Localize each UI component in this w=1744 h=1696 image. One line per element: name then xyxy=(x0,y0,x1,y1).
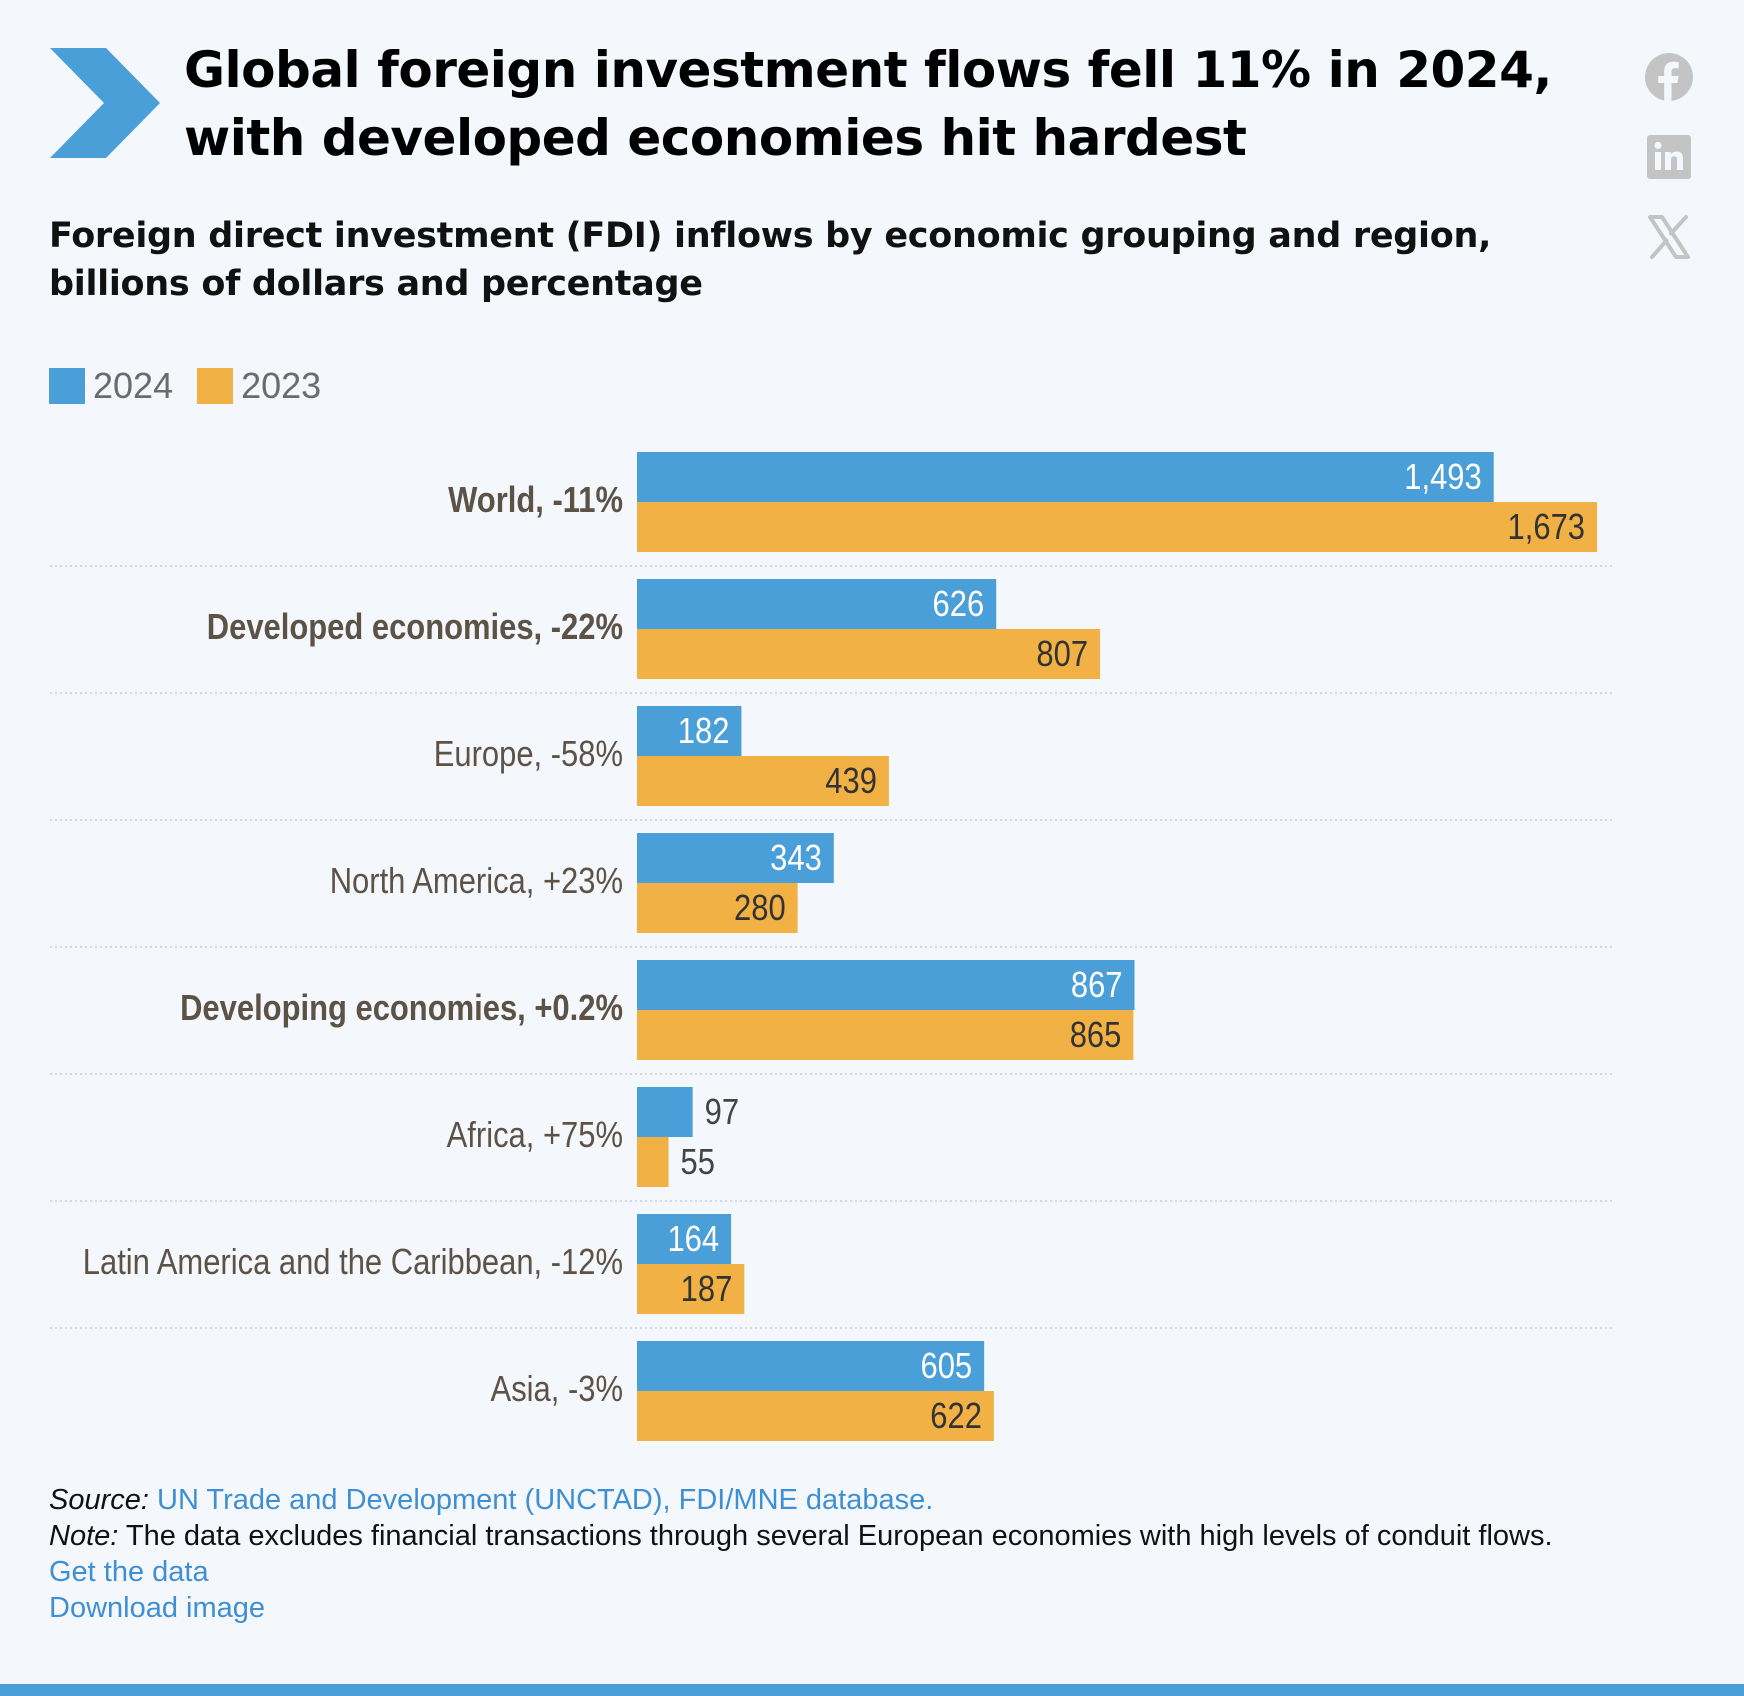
value-label-2024: 1,493 xyxy=(1404,458,1481,498)
bar-2023 xyxy=(637,1264,745,1314)
value-label-2024: 343 xyxy=(770,839,822,879)
bottom-accent-bar xyxy=(0,1684,1744,1696)
fdi-bar-chart: World, -11% 1,493 1,673 Developed economies… xyxy=(50,452,1612,1441)
value-label-2023: 187 xyxy=(681,1270,733,1310)
value-label-2023: 55 xyxy=(681,1143,715,1183)
bar-2024 xyxy=(637,706,742,756)
value-label-2023: 865 xyxy=(1070,1016,1122,1056)
value-label-2024: 164 xyxy=(667,1220,719,1260)
download-image-link[interactable]: Download image xyxy=(49,1592,266,1624)
value-label-2023: 622 xyxy=(930,1397,982,1437)
bar-2023 xyxy=(637,1391,994,1441)
source-line: Source: UN Trade and Development (UNCTAD… xyxy=(49,1482,1553,1518)
legend-item-2023: 2023 xyxy=(197,365,321,407)
bar-2024 xyxy=(637,452,1494,502)
source-prefix: Source: xyxy=(49,1484,149,1516)
bar-2024 xyxy=(637,833,834,883)
bar-2024 xyxy=(637,1087,693,1137)
bar-2023 xyxy=(637,1137,669,1187)
value-label-2023: 280 xyxy=(734,889,786,929)
bar-2023 xyxy=(637,756,889,806)
legend-label-2023: 2023 xyxy=(241,365,322,406)
facebook-icon[interactable] xyxy=(1644,52,1694,102)
bar-2024 xyxy=(637,1214,732,1264)
bar-2023 xyxy=(637,883,798,933)
category-label: Developing economies, +0.2% xyxy=(180,989,623,1029)
bar-2023 xyxy=(637,629,1101,679)
get-data-line: Get the data xyxy=(49,1554,1553,1590)
bar-2023 xyxy=(637,502,1597,552)
category-label: Developed economies, -22% xyxy=(207,608,623,648)
note-line: Note: The data excludes financial transa… xyxy=(49,1518,1553,1554)
value-label-2024: 182 xyxy=(678,712,730,752)
get-data-link[interactable]: Get the data xyxy=(49,1556,209,1588)
legend-swatch-2024 xyxy=(49,368,85,404)
value-label-2023: 1,673 xyxy=(1508,508,1585,548)
headline: Global foreign investment flows fell 11%… xyxy=(184,41,1552,167)
bar-2024 xyxy=(637,960,1135,1010)
category-label: Asia, -3% xyxy=(491,1370,623,1410)
note-prefix: Note: xyxy=(49,1520,119,1552)
bar-2024 xyxy=(637,1341,985,1391)
legend-label-2024: 2024 xyxy=(93,365,174,406)
chart-footer: Source: UN Trade and Development (UNCTAD… xyxy=(49,1482,1553,1626)
x-icon[interactable] xyxy=(1644,212,1694,262)
category-label: Latin America and the Caribbean, -12% xyxy=(83,1243,623,1283)
note-text: The data excludes financial transactions… xyxy=(125,1520,1553,1552)
legend-item-2024: 2024 xyxy=(49,365,173,407)
value-label-2024: 605 xyxy=(921,1347,973,1387)
value-label-2023: 439 xyxy=(825,762,877,802)
chart-legend: 2024 2023 xyxy=(49,365,345,407)
value-label-2024: 97 xyxy=(705,1093,739,1133)
category-label: World, -11% xyxy=(448,481,623,521)
chevron-logo-icon xyxy=(50,48,160,158)
linkedin-icon[interactable] xyxy=(1644,132,1694,182)
category-label: North America, +23% xyxy=(330,862,623,902)
legend-swatch-2023 xyxy=(197,368,234,404)
chart-subtitle: Foreign direct investment (FDI) inflows … xyxy=(49,216,1492,304)
category-label: Africa, +75% xyxy=(447,1116,623,1156)
bar-2024 xyxy=(637,579,997,629)
source-link[interactable]: UN Trade and Development (UNCTAD), FDI/M… xyxy=(157,1484,934,1516)
value-label-2024: 867 xyxy=(1071,966,1123,1006)
download-image-line: Download image xyxy=(49,1590,1553,1626)
value-label-2023: 807 xyxy=(1036,635,1088,675)
category-label: Europe, -58% xyxy=(434,735,623,775)
bar-2023 xyxy=(637,1010,1134,1060)
value-label-2024: 626 xyxy=(933,585,985,625)
